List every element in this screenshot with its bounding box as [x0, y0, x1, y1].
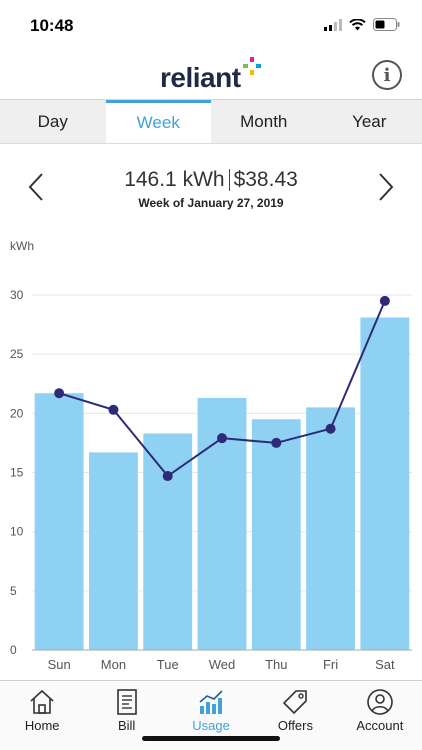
status-time: 10:48: [30, 16, 74, 35]
period-summary: 146.1 kWh $38.43 Week of January 27, 2019: [0, 150, 422, 220]
line-point: [325, 423, 336, 434]
y-tick-label: 15: [10, 466, 24, 480]
usage-icon: [199, 690, 223, 714]
period-tabs: Day Week Month Year: [0, 100, 422, 144]
chevron-left-icon[interactable]: [28, 172, 44, 202]
chevron-right-icon[interactable]: [378, 172, 394, 202]
signal-icon: [324, 18, 342, 31]
nav-offers[interactable]: Offers: [253, 681, 337, 750]
bar: [306, 407, 355, 650]
line-point: [379, 295, 390, 306]
x-tick-label: Thu: [265, 657, 287, 672]
bar: [89, 452, 138, 650]
total-kwh: 146.1 kWh: [124, 168, 225, 191]
summary-divider: [228, 169, 230, 192]
account-icon: [367, 689, 393, 715]
info-icon: i: [383, 64, 391, 86]
y-tick-label: 20: [10, 406, 24, 420]
usage-chart: kWh 0 5 10 15 20 25 30 Sun Mon Tue Wed Thu Fri Sat: [10, 239, 412, 672]
nav-usage[interactable]: Usage: [169, 681, 253, 750]
usage-summary: 146.1 kWh $38.43: [0, 168, 422, 192]
nav-account[interactable]: Account: [338, 681, 422, 750]
nav-home[interactable]: Home: [0, 681, 84, 750]
y-tick-label: 10: [10, 525, 24, 539]
tab-week[interactable]: Week: [105, 100, 211, 143]
tab-year[interactable]: Year: [352, 111, 387, 131]
status-bar: 10:48: [0, 0, 422, 50]
x-tick-label: Tue: [157, 657, 179, 672]
bottom-nav: Home Bill Usage Offers: [0, 680, 422, 750]
x-tick-label: Fri: [323, 657, 338, 672]
x-tick-label: Sun: [48, 657, 71, 672]
y-tick-label: 5: [10, 584, 17, 598]
reliant-logo: reliant: [160, 57, 262, 93]
y-tick-label: 25: [10, 347, 24, 361]
home-icon: [30, 689, 54, 714]
y-tick-label: 0: [10, 643, 17, 657]
line-point: [217, 433, 227, 444]
status-icons: [324, 18, 400, 31]
tab-month[interactable]: Month: [240, 111, 288, 131]
line-point: [108, 404, 119, 415]
total-cost: $38.43: [233, 168, 298, 191]
bar: [360, 317, 410, 650]
battery-icon: [373, 18, 400, 31]
bar: [143, 433, 193, 650]
line-point: [271, 437, 282, 448]
app-header: reliant i: [0, 50, 422, 100]
logo-text: reliant: [160, 62, 241, 93]
x-tick-label: Sat: [375, 657, 395, 672]
bill-icon: [116, 689, 137, 715]
nav-bill[interactable]: Bill: [84, 681, 168, 750]
line-point: [162, 471, 173, 482]
nav-home-label: Home: [24, 718, 60, 733]
info-button[interactable]: i: [372, 60, 402, 90]
nav-account-label: Account: [356, 718, 404, 733]
nav-usage-label: Usage: [192, 718, 230, 733]
nav-offers-label: Offers: [277, 718, 313, 733]
y-axis-label: kWh: [10, 239, 34, 253]
y-tick-label: 30: [10, 288, 24, 302]
bar: [34, 393, 84, 650]
logo-plus-icon: [242, 57, 261, 75]
x-tick-label: Wed: [209, 657, 236, 672]
nav-bill-label: Bill: [117, 718, 136, 733]
bar: [251, 419, 301, 650]
wifi-icon: [349, 18, 366, 30]
offers-icon: [283, 690, 308, 715]
home-indicator: [142, 736, 280, 741]
line-point: [54, 388, 65, 399]
x-tick-label: Mon: [101, 657, 126, 672]
tab-day[interactable]: Day: [37, 111, 68, 131]
week-label: Week of January 27, 2019: [138, 196, 284, 210]
